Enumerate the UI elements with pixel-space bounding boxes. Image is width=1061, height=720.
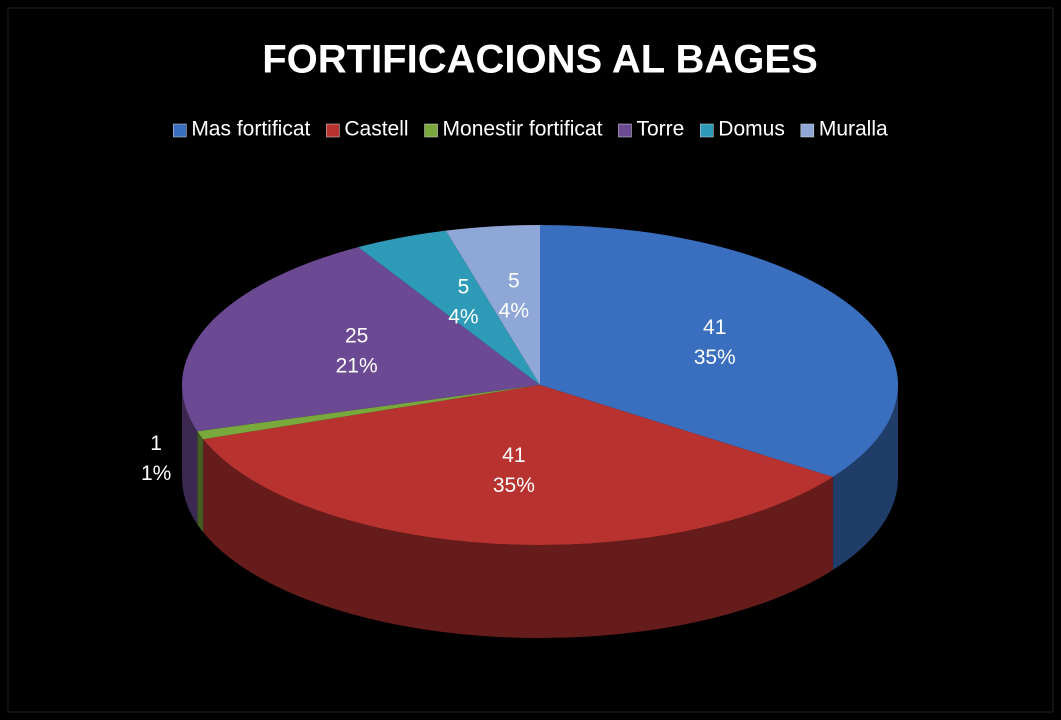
slice [540, 225, 898, 477]
data-label: 1% [141, 462, 171, 485]
data-label: 4% [448, 305, 478, 328]
slice [197, 385, 540, 440]
legend-label: Torre [636, 118, 684, 141]
legend-swatch [326, 123, 340, 138]
legend-swatch [800, 123, 815, 138]
data-label: 21% [336, 355, 378, 378]
chart-title: FORTIFICACIONS AL BAGES [262, 38, 818, 82]
data-label: 25 [345, 325, 368, 348]
slice [203, 385, 833, 546]
data-label: 4% [499, 299, 529, 322]
legend-label: Muralla [819, 118, 888, 141]
data-label: 41 [703, 316, 726, 339]
slice [445, 225, 540, 385]
legend-swatch [173, 123, 187, 138]
slice-side [832, 385, 898, 570]
data-label: 1 [150, 432, 162, 455]
legend-swatch [700, 123, 714, 138]
data-label: 35% [694, 346, 736, 369]
data-label: 35% [493, 474, 535, 497]
slice [182, 247, 540, 432]
slice-side [182, 385, 198, 525]
slice-side [197, 431, 204, 533]
legend-label: Monestir fortificat [443, 118, 603, 141]
data-label: 41 [502, 444, 525, 467]
legend-label: Mas fortificat [191, 118, 310, 141]
slice [358, 230, 540, 385]
legend-label: Castell [344, 118, 408, 141]
legend-swatch [424, 123, 438, 138]
data-label: 5 [458, 275, 470, 298]
chart-border [7, 7, 1054, 713]
slice-side [203, 439, 833, 639]
legend-label: Domus [718, 118, 785, 141]
data-label: 5 [508, 269, 520, 292]
legend-swatch [618, 123, 632, 138]
